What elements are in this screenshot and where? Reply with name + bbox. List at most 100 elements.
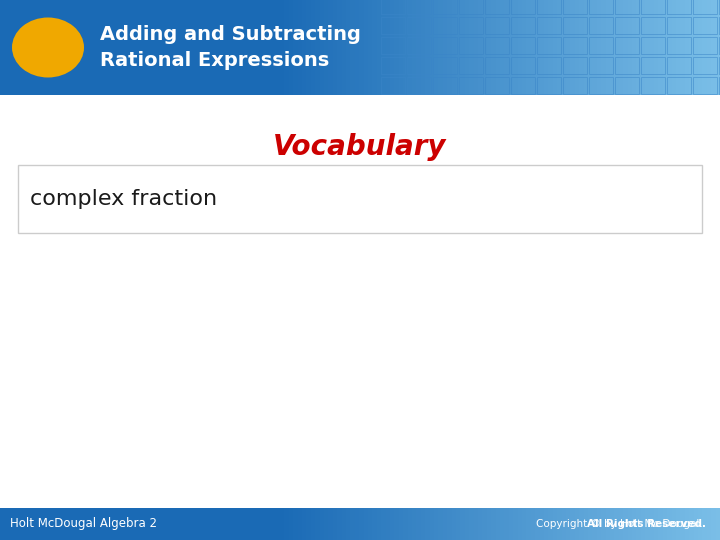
Bar bbox=[649, 0, 654, 95]
Bar bbox=[645, 508, 650, 540]
Bar bbox=[511, 37, 534, 54]
Bar bbox=[395, 508, 400, 540]
Bar bbox=[553, 0, 558, 95]
Bar bbox=[434, 508, 439, 540]
Bar bbox=[693, 0, 698, 95]
Bar bbox=[676, 508, 681, 540]
Bar bbox=[0, 508, 720, 540]
Bar bbox=[693, 17, 716, 34]
Bar bbox=[570, 508, 575, 540]
Bar bbox=[641, 508, 646, 540]
Bar bbox=[377, 0, 382, 95]
Bar bbox=[333, 0, 338, 95]
Bar bbox=[0, 0, 720, 95]
Bar bbox=[544, 0, 549, 95]
Bar bbox=[412, 508, 417, 540]
Bar bbox=[553, 508, 558, 540]
Bar bbox=[485, 37, 508, 54]
Bar bbox=[667, 508, 672, 540]
Bar bbox=[509, 508, 513, 540]
Bar bbox=[487, 0, 492, 95]
Bar bbox=[667, 0, 690, 14]
Bar bbox=[597, 0, 602, 95]
Bar bbox=[716, 0, 720, 95]
Bar bbox=[381, 508, 386, 540]
Bar bbox=[465, 508, 469, 540]
Bar bbox=[589, 57, 613, 74]
Bar bbox=[615, 57, 639, 74]
Bar bbox=[408, 0, 413, 95]
Bar bbox=[685, 0, 690, 95]
Bar bbox=[531, 508, 536, 540]
Bar bbox=[667, 37, 690, 54]
Bar bbox=[537, 17, 560, 34]
Bar bbox=[535, 508, 540, 540]
Bar bbox=[707, 508, 711, 540]
Bar bbox=[667, 57, 690, 74]
Bar bbox=[456, 0, 461, 95]
Bar bbox=[359, 508, 364, 540]
Bar bbox=[570, 0, 575, 95]
Bar bbox=[562, 0, 567, 95]
Bar bbox=[395, 0, 400, 95]
Bar bbox=[676, 0, 681, 95]
Bar bbox=[537, 77, 560, 94]
Bar bbox=[302, 0, 307, 95]
Bar bbox=[641, 17, 665, 34]
Bar bbox=[469, 0, 474, 95]
Bar bbox=[341, 0, 346, 95]
Bar bbox=[469, 508, 474, 540]
Bar bbox=[451, 0, 456, 95]
Bar bbox=[711, 508, 716, 540]
Bar bbox=[628, 508, 632, 540]
Bar bbox=[459, 17, 482, 34]
Bar bbox=[408, 508, 413, 540]
Bar bbox=[624, 508, 628, 540]
Bar bbox=[297, 508, 302, 540]
Bar bbox=[351, 508, 355, 540]
Bar bbox=[320, 508, 325, 540]
Bar bbox=[18, 165, 702, 233]
Bar bbox=[641, 57, 665, 74]
Bar bbox=[575, 508, 580, 540]
Bar bbox=[703, 0, 707, 95]
Text: Adding and Subtracting: Adding and Subtracting bbox=[100, 25, 361, 44]
Bar bbox=[698, 508, 703, 540]
Bar bbox=[531, 0, 536, 95]
Bar bbox=[584, 0, 588, 95]
Bar bbox=[606, 508, 611, 540]
Bar bbox=[297, 0, 302, 95]
Bar bbox=[711, 0, 716, 95]
Bar bbox=[593, 508, 598, 540]
Bar bbox=[500, 0, 505, 95]
Bar bbox=[614, 508, 619, 540]
Bar bbox=[511, 57, 534, 74]
Bar bbox=[654, 508, 659, 540]
Bar bbox=[399, 0, 404, 95]
Bar bbox=[593, 0, 598, 95]
Bar bbox=[658, 0, 663, 95]
Bar bbox=[430, 0, 434, 95]
Bar bbox=[433, 0, 456, 14]
Bar bbox=[407, 77, 431, 94]
Bar bbox=[575, 0, 580, 95]
Bar bbox=[672, 0, 677, 95]
Bar bbox=[438, 0, 444, 95]
Bar bbox=[328, 508, 333, 540]
Bar bbox=[399, 508, 404, 540]
Bar bbox=[693, 77, 716, 94]
Bar bbox=[307, 508, 311, 540]
Bar bbox=[563, 0, 587, 14]
Bar bbox=[663, 508, 667, 540]
Bar bbox=[680, 508, 685, 540]
Bar bbox=[284, 508, 289, 540]
Bar bbox=[407, 0, 431, 14]
Bar bbox=[430, 508, 434, 540]
Bar bbox=[618, 508, 624, 540]
Bar bbox=[386, 508, 390, 540]
Bar bbox=[364, 508, 369, 540]
Bar bbox=[324, 508, 329, 540]
Bar bbox=[377, 508, 382, 540]
Bar bbox=[478, 508, 483, 540]
Bar bbox=[526, 508, 531, 540]
